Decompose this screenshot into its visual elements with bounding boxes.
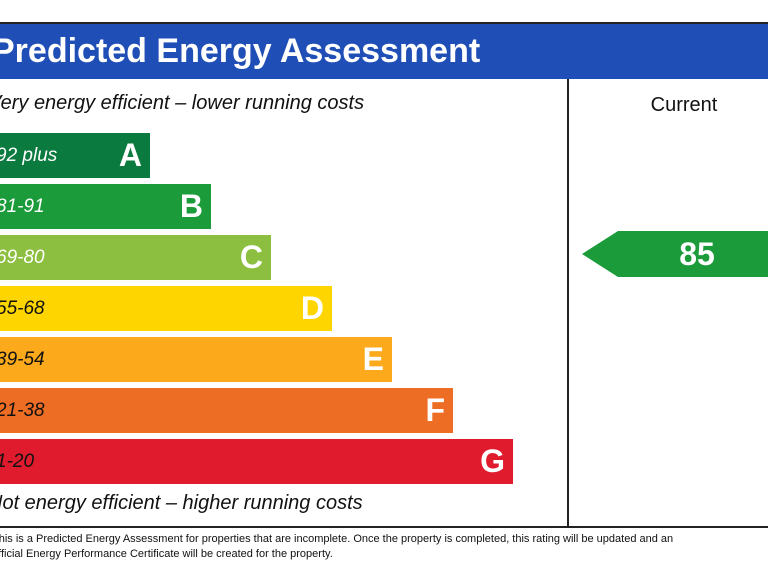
chart-title: Predicted Energy Assessment — [0, 32, 481, 70]
chart-frame — [0, 22, 768, 528]
band-range-label: 39-54 — [0, 349, 45, 370]
footer-note-line-1: This is a Predicted Energy Assessment fo… — [0, 533, 674, 545]
band-e: 39-54 E — [0, 337, 392, 382]
band-b: 81-91 B — [0, 184, 211, 229]
band-range-label: 92 plus — [0, 145, 58, 166]
band-letter-label: C — [239, 239, 263, 275]
band-c: 69-80 C — [0, 235, 271, 280]
current-rating-value: 85 — [679, 236, 715, 272]
band-a: 92 plus A — [0, 133, 150, 178]
band-d: 55-68 D — [0, 286, 332, 331]
band-letter-label: G — [480, 443, 505, 479]
band-range-label: 69-80 — [0, 247, 45, 268]
current-arrow-polygon — [582, 231, 768, 277]
band-range-label: 1-20 — [0, 451, 35, 472]
bottom-caption: Not energy efficient – higher running co… — [0, 492, 363, 514]
current-column-heading: Current — [650, 94, 718, 116]
band-f: 21-38 F — [0, 388, 453, 433]
band-letter-label: D — [300, 290, 324, 326]
footer-note-line-2: official Energy Performance Certificate … — [0, 548, 333, 560]
column-divider — [567, 79, 569, 528]
chart-title-bar: Predicted Energy Assessment — [0, 24, 768, 79]
band-letter-label: F — [425, 392, 445, 428]
band-letter-label: E — [362, 341, 384, 377]
band-g: 1-20 G — [0, 439, 513, 484]
current-rating-arrow: 85 — [582, 231, 768, 277]
band-range-label: 81-91 — [0, 196, 45, 217]
band-letter-label: B — [179, 188, 203, 224]
band-range-label: 21-38 — [0, 400, 45, 421]
top-caption: Very energy efficient – lower running co… — [0, 92, 365, 114]
band-range-label: 55-68 — [0, 298, 45, 319]
current-arrow-shape — [582, 231, 768, 277]
band-letter-label: A — [118, 137, 142, 173]
